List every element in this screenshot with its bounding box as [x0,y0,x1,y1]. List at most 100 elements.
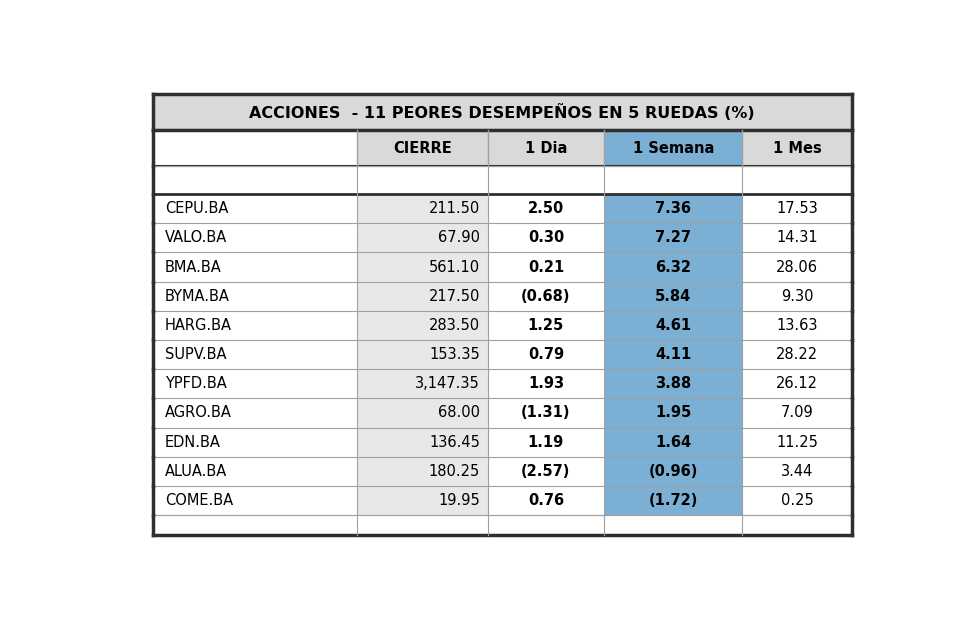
Text: 1.95: 1.95 [656,406,692,421]
Text: 67.90: 67.90 [438,231,480,245]
Bar [488,194,604,223]
Text: HARG.BA: HARG.BA [165,318,232,333]
Text: EDN.BA: EDN.BA [165,435,220,450]
Text: (1.72): (1.72) [649,493,698,508]
Bar [357,194,488,223]
Text: 9.30: 9.30 [781,288,813,304]
Bar [488,223,604,252]
Text: SUPV.BA: SUPV.BA [165,347,226,362]
Text: 3.88: 3.88 [656,376,692,391]
Text: ACCIONES  - 11 PEORES DESEMPEÑOS EN 5 RUEDAS (%): ACCIONES - 11 PEORES DESEMPEÑOS EN 5 RUE… [250,103,755,121]
Bar [488,282,604,311]
Bar [357,427,488,457]
Text: 7.27: 7.27 [656,231,691,245]
Bar [604,282,743,311]
Bar [743,486,852,515]
Bar [357,166,488,194]
Bar [357,252,488,282]
Text: YPFD.BA: YPFD.BA [165,376,226,391]
Bar [488,486,604,515]
Text: 0.25: 0.25 [781,493,813,508]
Bar [153,130,357,166]
Text: 1 Dia: 1 Dia [524,141,567,156]
Bar [743,282,852,311]
Text: 0.30: 0.30 [528,231,564,245]
Bar [153,166,357,194]
Bar [357,282,488,311]
Bar [488,311,604,340]
Text: CIERRE: CIERRE [393,141,452,156]
Text: CEPU.BA: CEPU.BA [165,201,228,216]
Text: 11.25: 11.25 [776,435,818,450]
Bar [153,94,852,130]
Bar [153,427,357,457]
Text: (0.96): (0.96) [649,464,698,479]
Bar [153,340,357,369]
Bar [743,340,852,369]
Text: 561.10: 561.10 [428,260,480,275]
Bar [153,252,357,282]
Bar [604,369,743,398]
Text: 6.32: 6.32 [656,260,691,275]
Bar [357,223,488,252]
Text: 217.50: 217.50 [428,288,480,304]
Text: 211.50: 211.50 [428,201,480,216]
Text: 1.19: 1.19 [528,435,564,450]
Text: 1.93: 1.93 [528,376,564,391]
Bar [488,369,604,398]
Text: 13.63: 13.63 [776,318,817,333]
Bar [604,252,743,282]
Bar [357,340,488,369]
Bar [153,398,357,427]
Text: 14.31: 14.31 [776,231,818,245]
Bar [604,486,743,515]
Text: 180.25: 180.25 [428,464,480,479]
Text: (1.31): (1.31) [521,406,570,421]
Text: 28.06: 28.06 [776,260,818,275]
Text: 4.61: 4.61 [656,318,691,333]
Text: 5.84: 5.84 [656,288,692,304]
Bar [743,311,852,340]
Bar [743,223,852,252]
Bar [604,457,743,486]
Bar [153,311,357,340]
Text: 7.09: 7.09 [781,406,813,421]
Bar [357,369,488,398]
Bar [153,282,357,311]
Text: 1.64: 1.64 [656,435,691,450]
Text: 136.45: 136.45 [429,435,480,450]
Text: 0.79: 0.79 [528,347,564,362]
Bar [743,130,852,166]
Bar [604,427,743,457]
Text: 283.50: 283.50 [428,318,480,333]
Bar [488,457,604,486]
Text: ALUA.BA: ALUA.BA [165,464,227,479]
Text: VALO.BA: VALO.BA [165,231,227,245]
Bar [357,457,488,486]
Text: (0.68): (0.68) [521,288,570,304]
Text: BMA.BA: BMA.BA [165,260,221,275]
Bar [153,457,357,486]
Text: 0.76: 0.76 [528,493,564,508]
Bar [357,130,488,166]
Bar [357,398,488,427]
Text: (2.57): (2.57) [521,464,570,479]
Bar [743,457,852,486]
Bar [743,252,852,282]
Bar [743,427,852,457]
Bar [153,194,357,223]
Bar [604,340,743,369]
Bar [153,223,357,252]
Bar [743,369,852,398]
Text: 68.00: 68.00 [438,406,480,421]
Text: 17.53: 17.53 [776,201,818,216]
Text: 26.12: 26.12 [776,376,818,391]
Text: COME.BA: COME.BA [165,493,233,508]
Bar [488,130,604,166]
Bar [604,223,743,252]
Bar [604,194,743,223]
Bar [743,194,852,223]
Bar [488,427,604,457]
Text: 1.25: 1.25 [528,318,564,333]
Bar [743,166,852,194]
